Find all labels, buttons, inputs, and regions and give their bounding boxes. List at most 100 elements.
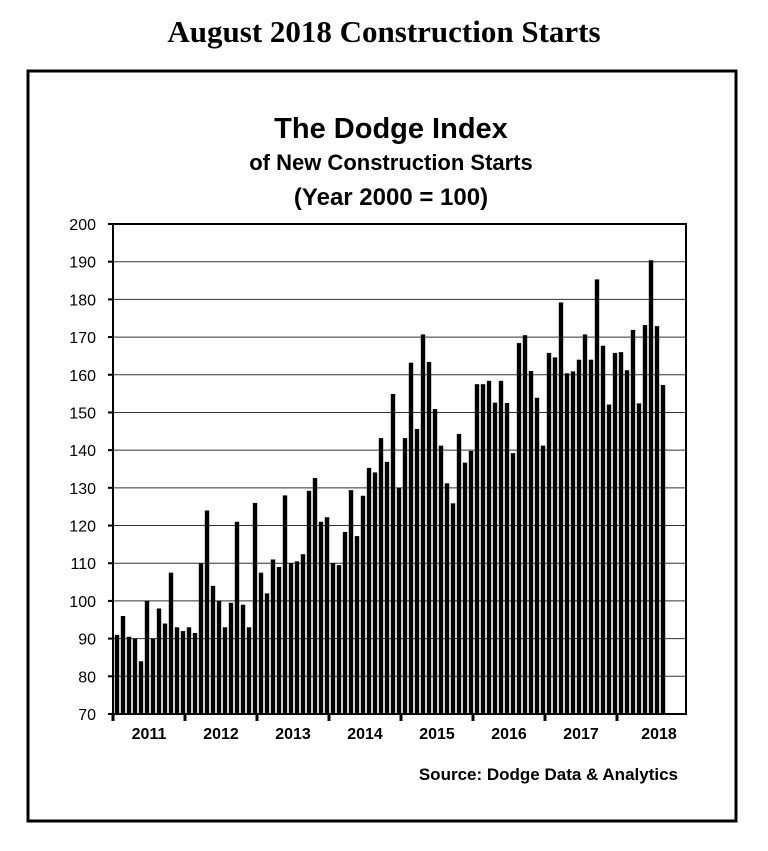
y-tick-label: 190 [69,255,96,272]
bar [138,661,144,714]
bar [546,352,552,714]
bar [432,409,438,714]
bar [366,467,372,714]
bar [552,357,558,714]
y-tick-label: 150 [69,405,96,422]
bar [318,521,324,714]
bar [636,403,642,714]
bar [588,359,594,714]
bar [384,461,390,714]
y-tick-label: 160 [69,368,96,385]
x-tick-label: 2013 [275,726,311,743]
bar [210,585,216,714]
bar [234,521,240,714]
bar [516,343,522,714]
bar [402,438,408,714]
bar [648,260,654,714]
bar [372,472,378,714]
x-tick-label: 2015 [419,726,455,743]
bar [258,572,264,714]
bar [306,490,312,714]
x-tick-label: 2016 [491,726,527,743]
y-tick-label: 120 [69,519,96,536]
bar [660,384,666,714]
bar [192,632,198,714]
bar [204,510,210,714]
y-tick-label: 110 [70,556,96,573]
bar [426,361,432,714]
bar [378,438,384,714]
bar [582,334,588,714]
page-heading: August 2018 Construction Starts [167,14,601,49]
bar [180,631,186,714]
y-tick-label: 140 [69,443,96,460]
bar [288,563,294,714]
bar [186,627,192,714]
bar [654,326,660,714]
bar [504,403,510,714]
bar [420,334,426,714]
bar [606,404,612,714]
bar [630,329,636,714]
bar [300,554,306,714]
bar [534,397,540,714]
bar [126,636,132,714]
bar [264,593,270,714]
bar [330,563,336,714]
bar [444,483,450,714]
bar [462,462,468,714]
y-tick-label: 70 [78,707,96,724]
bar [282,495,288,714]
chart-frame [26,69,738,823]
bar [510,453,516,714]
bar [156,608,162,714]
bar [312,478,318,714]
bar [216,600,222,714]
x-tick-label: 2014 [347,726,383,743]
bar [240,604,246,714]
y-tick-label: 130 [69,481,96,498]
bar [528,371,534,714]
bar [474,384,480,714]
bar [360,495,366,714]
bar [594,279,600,714]
bar [486,380,492,714]
bar [396,487,402,714]
bar [570,371,576,714]
bar [558,302,564,714]
bar [150,638,156,714]
bar [144,600,150,714]
x-tick-label: 2018 [641,726,677,743]
bar [480,384,486,714]
bar [336,565,342,714]
chart-source: Source: Dodge Data & Analytics [419,765,678,784]
bar [168,572,174,714]
bar [120,616,126,714]
bar [450,503,456,714]
bar [414,429,420,714]
bar [132,638,138,714]
bar [612,352,618,714]
y-tick-label: 180 [69,292,96,309]
bar [618,352,624,714]
bar [438,445,444,714]
bar [348,490,354,714]
y-tick-label: 90 [78,632,96,649]
bar [564,373,570,714]
bar [252,502,258,714]
x-tick-label: 2012 [203,726,239,743]
bar [354,536,360,714]
bar [228,602,234,714]
bar [162,623,168,714]
bar [246,627,252,714]
bar [642,325,648,714]
bar [540,445,546,714]
bar [294,561,300,714]
bar [498,380,504,714]
x-tick-label: 2011 [132,726,167,743]
bar [270,559,276,714]
y-tick-label: 80 [78,669,96,686]
bar [324,517,330,714]
bar [624,370,630,714]
